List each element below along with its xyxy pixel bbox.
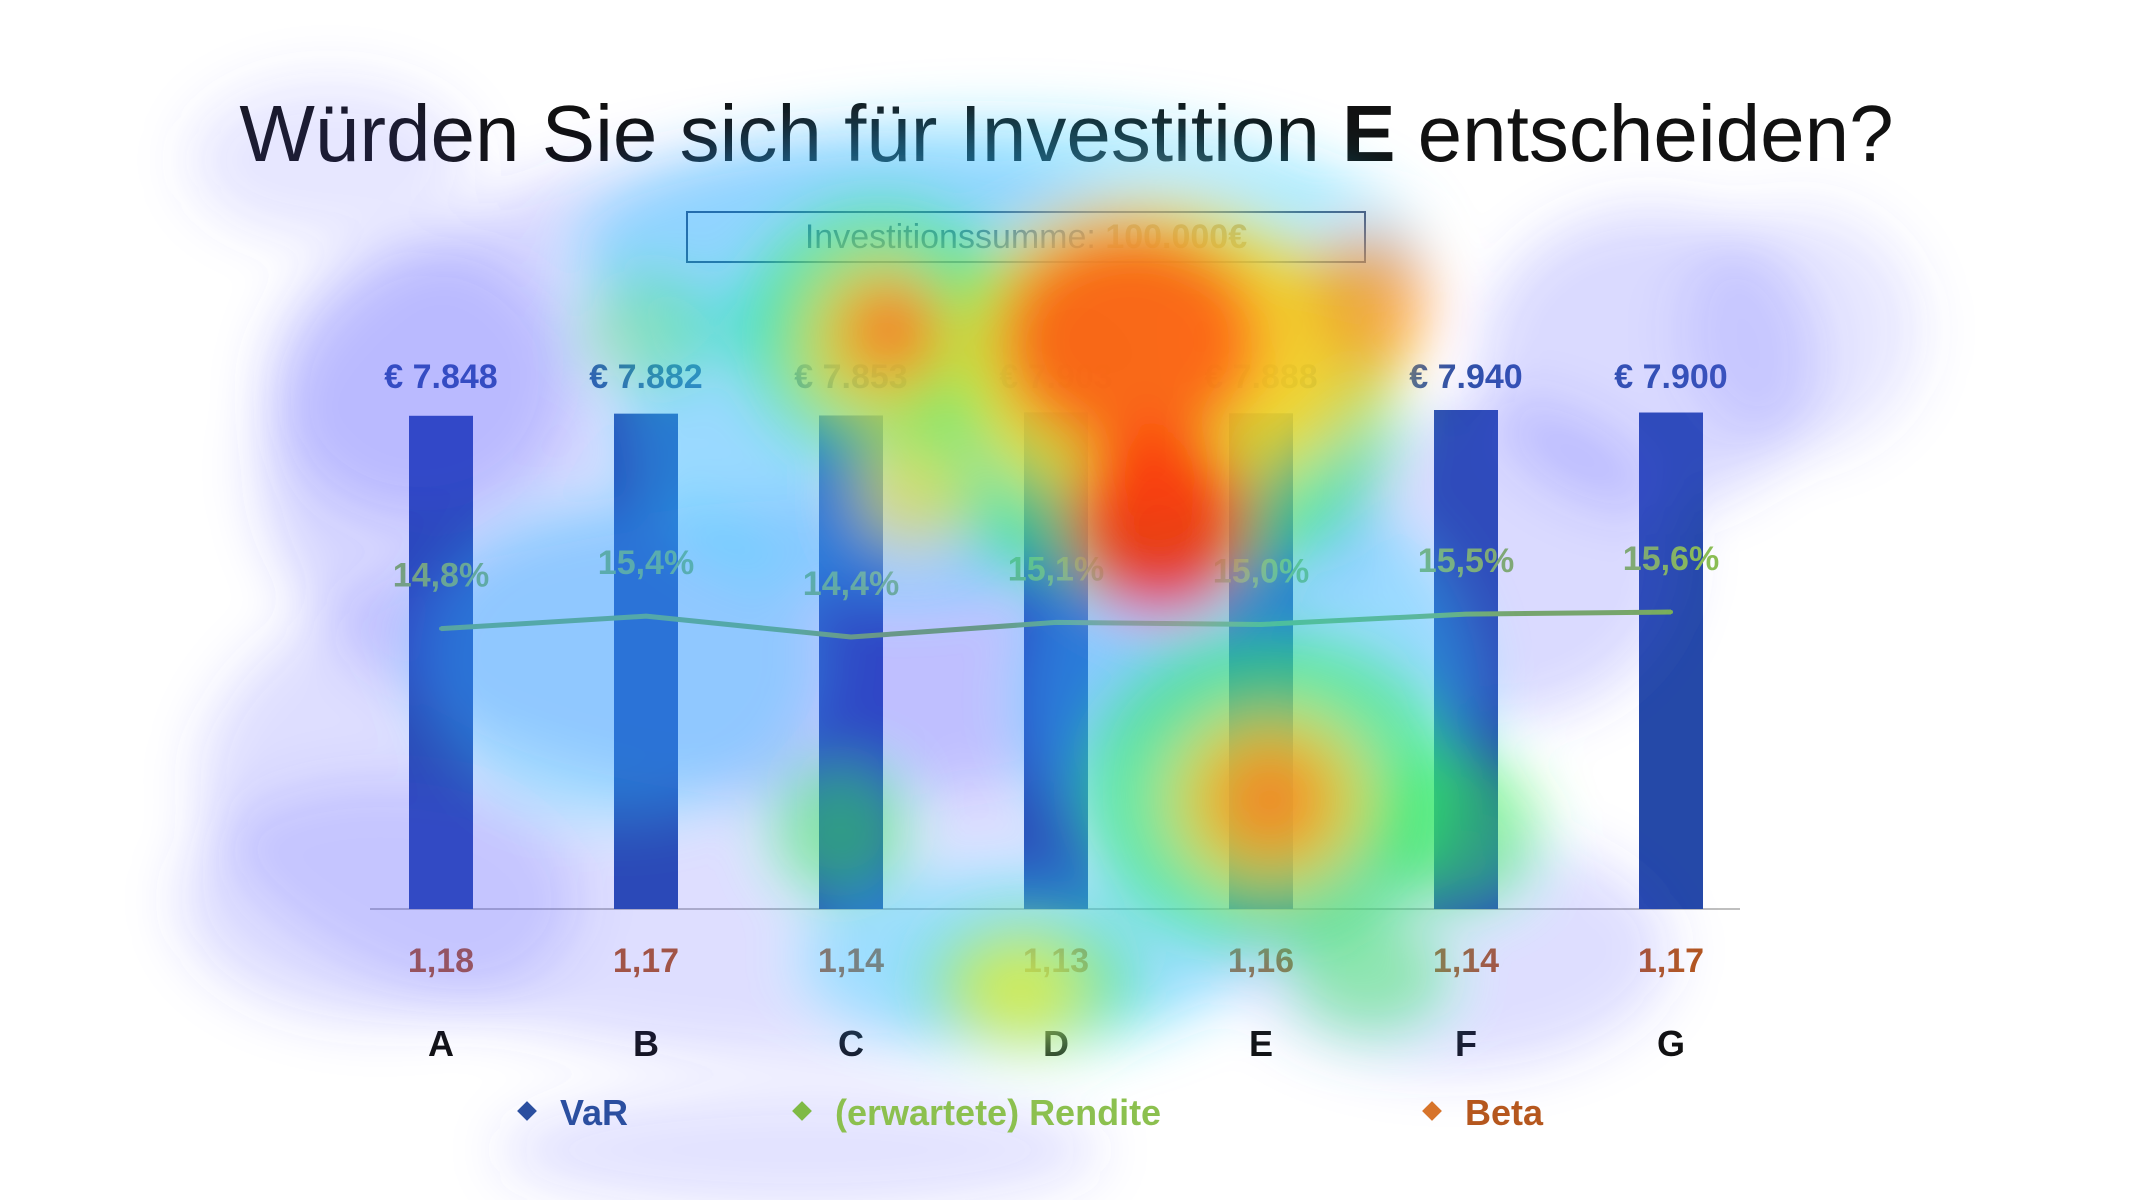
rendite-value-label: 15,6%	[1623, 540, 1719, 578]
rendite-point	[644, 614, 648, 619]
beta-value-label: 1,13	[1023, 942, 1089, 980]
beta-value-label: 1,17	[613, 942, 679, 980]
legend-label: VaR	[560, 1092, 629, 1133]
rendite-point	[1259, 622, 1263, 627]
bar-var-B	[614, 413, 678, 909]
rendite-value-label: 14,8%	[393, 557, 489, 595]
rendite-point	[1669, 610, 1673, 614]
bar-var-E	[1229, 413, 1293, 909]
var-value-label: € 7.853	[794, 358, 907, 396]
bar-var-D	[1024, 412, 1088, 909]
legend-label: (erwartete) Rendite	[835, 1092, 1162, 1133]
rendite-value-label: 15,4%	[598, 544, 694, 582]
beta-value-label: 1,16	[1228, 942, 1294, 980]
var-value-label: € 7.882	[589, 358, 702, 396]
var-value-label: € 7.900	[1614, 358, 1727, 396]
var-value-label: € 7.848	[384, 358, 497, 396]
rendite-point	[1054, 620, 1058, 625]
category-label: A	[428, 1023, 454, 1064]
diamond-icon	[1422, 1101, 1442, 1122]
beta-value-label: 1,17	[1638, 942, 1704, 980]
legend-item: Beta	[1422, 1092, 1544, 1134]
bar-var-F	[1434, 410, 1498, 909]
category-label: F	[1455, 1023, 1477, 1064]
legend-item: (erwartete) Rendite	[792, 1092, 1162, 1134]
title-suffix: entscheiden?	[1395, 89, 1894, 178]
beta-value-label: 1,14	[1433, 942, 1499, 980]
beta-value-label: 1,14	[818, 942, 884, 980]
rendite-value-label: 15,5%	[1418, 542, 1514, 580]
rendite-value-label: 14,4%	[803, 565, 899, 603]
bar-var-G	[1639, 412, 1703, 909]
bar-var-C	[819, 415, 883, 909]
legend-label: Beta	[1465, 1092, 1544, 1133]
category-label: D	[1043, 1023, 1069, 1064]
rendite-value-label: 15,0%	[1213, 553, 1309, 591]
rendite-point	[439, 626, 443, 631]
category-label: E	[1249, 1023, 1273, 1064]
var-value-label: € 7.888	[1204, 358, 1317, 396]
var-value-label: € 7.903	[999, 358, 1112, 396]
diamond-icon	[792, 1101, 812, 1122]
chart-legend: VaR (erwartete) Rendite Beta	[0, 1092, 2133, 1142]
category-label: B	[633, 1023, 659, 1064]
category-label: G	[1657, 1023, 1685, 1064]
rendite-point	[1464, 612, 1468, 617]
var-value-label: € 7.940	[1409, 358, 1522, 396]
category-label: C	[838, 1023, 864, 1064]
diamond-icon	[517, 1101, 537, 1122]
bar-var-A	[409, 415, 473, 909]
rendite-point	[849, 635, 853, 639]
legend-item: VaR	[517, 1092, 629, 1134]
beta-value-label: 1,18	[408, 942, 474, 980]
rendite-value-label: 15,1%	[1008, 550, 1104, 588]
